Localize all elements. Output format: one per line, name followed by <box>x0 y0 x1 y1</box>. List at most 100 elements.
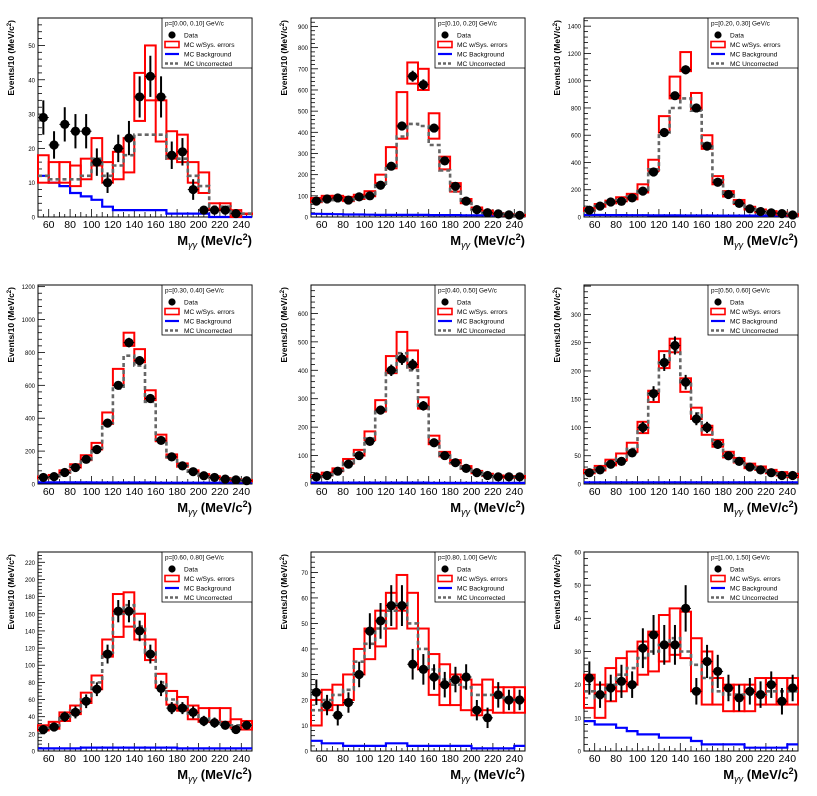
x-tick-label: 220 <box>757 486 775 498</box>
data-point <box>638 643 648 653</box>
legend-data-marker <box>441 298 449 306</box>
y-tick-label: 900 <box>298 25 309 31</box>
data-point <box>504 695 514 705</box>
data-point <box>220 474 230 484</box>
data-point <box>702 141 712 151</box>
data-point <box>124 337 134 348</box>
data-point <box>156 92 166 102</box>
legend-label-data: Data <box>184 299 198 306</box>
x-tick-label: 80 <box>610 219 622 231</box>
data-point <box>584 468 594 478</box>
legend-label-mc-sys: MC w/Sys. errors <box>457 576 508 583</box>
legend-mc-sys-swatch <box>437 574 453 583</box>
y-tick-label: 200 <box>25 578 36 584</box>
y-tick-label: 30 <box>574 650 581 656</box>
panel-title: p=[0.50, 0.60] GeV/c <box>711 288 771 295</box>
panel-title: p=[0.30, 0.40] GeV/c <box>165 288 225 295</box>
data-point <box>482 713 493 723</box>
y-tick-label: 1200 <box>22 285 36 291</box>
data-point <box>745 462 755 472</box>
y-tick-label: 600 <box>298 88 309 94</box>
legend-data-marker <box>714 31 722 39</box>
data-point <box>333 193 343 203</box>
y-axis-label: Events/10 (MeV/c2) <box>6 554 16 630</box>
data-point <box>322 700 332 710</box>
mc-background-line <box>38 746 252 750</box>
x-tick-label: 100 <box>83 753 101 765</box>
data-point <box>766 208 776 218</box>
data-point <box>102 418 113 428</box>
data-point <box>156 683 166 693</box>
y-tick-label: 10 <box>574 716 581 722</box>
data-point <box>242 476 252 486</box>
data-point <box>755 690 766 700</box>
y-tick-label: 60 <box>574 551 581 557</box>
data-point <box>311 196 321 206</box>
legend-label-mc-unc: MC Uncorrected <box>184 595 232 602</box>
legend-label-mc-unc: MC Uncorrected <box>184 61 232 68</box>
legend-label-mc-unc: MC Uncorrected <box>457 328 505 335</box>
x-tick-label: 180 <box>441 486 459 498</box>
data-point <box>418 664 428 674</box>
data-point <box>777 208 787 219</box>
legend-label-mc-sys: MC w/Sys. errors <box>184 42 235 49</box>
data-point <box>386 600 396 611</box>
y-tick-label: 0 <box>578 216 582 222</box>
x-tick-label: 200 <box>463 753 481 765</box>
y-tick-label: 100 <box>25 664 36 670</box>
data-point <box>199 716 209 726</box>
data-point <box>493 690 503 700</box>
data-point <box>472 705 482 715</box>
legend-data-marker <box>441 31 449 39</box>
x-tick-label: 140 <box>672 753 690 765</box>
legend-data-marker <box>168 31 176 39</box>
y-tick-label: 0 <box>32 483 36 489</box>
y-tick-label: 20 <box>301 698 308 704</box>
y-tick-label: 0 <box>32 750 36 756</box>
data-point <box>648 167 659 177</box>
x-tick-label: 60 <box>316 486 328 498</box>
data-point <box>713 439 723 450</box>
panel-title: p=[0.10, 0.20] GeV/c <box>438 21 498 28</box>
y-tick-label: 120 <box>25 647 36 653</box>
x-tick-label: 240 <box>233 486 251 498</box>
legend-data-marker <box>168 298 176 306</box>
data-point <box>92 444 102 455</box>
x-tick-label: 160 <box>147 486 165 498</box>
data-point <box>102 649 113 659</box>
data-point <box>156 435 166 446</box>
legend-mc-sys-swatch <box>164 574 180 583</box>
legend-label-data: Data <box>184 32 198 39</box>
data-point <box>616 676 627 686</box>
y-tick-label: 150 <box>571 398 582 404</box>
data-point <box>766 468 776 478</box>
data-point <box>472 468 482 478</box>
data-point <box>755 206 766 217</box>
legend-mc-sys-swatch <box>710 307 726 316</box>
data-point <box>375 405 386 415</box>
data-point <box>616 456 627 466</box>
y-tick-label: 160 <box>25 612 36 618</box>
data-point <box>766 680 776 690</box>
x-tick-label: 240 <box>506 219 524 231</box>
y-axis-label: Events/10 (MeV/c2) <box>279 554 289 630</box>
y-axis-label: Events/10 (MeV/c2) <box>6 287 16 363</box>
x-axis-label: Mγγ (MeV/c2) <box>177 499 252 517</box>
x-tick-label: 200 <box>190 219 208 231</box>
legend-label-data: Data <box>730 32 744 39</box>
data-point <box>627 680 637 690</box>
data-point <box>606 459 616 469</box>
data-point <box>493 209 503 219</box>
x-tick-label: 180 <box>441 219 459 231</box>
data-point <box>167 150 177 160</box>
x-tick-label: 160 <box>420 753 438 765</box>
y-tick-label: 40 <box>28 78 35 84</box>
panel-title: p=[0.20, 0.30] GeV/c <box>711 21 771 28</box>
panel-title: p=[0.60, 0.80] GeV/c <box>165 555 225 562</box>
y-axis-label: Events/10 (MeV/c2) <box>552 554 562 630</box>
x-tick-label: 100 <box>629 753 647 765</box>
legend-mc-sys-swatch <box>164 307 180 316</box>
x-tick-label: 160 <box>693 486 711 498</box>
data-point <box>135 356 145 366</box>
